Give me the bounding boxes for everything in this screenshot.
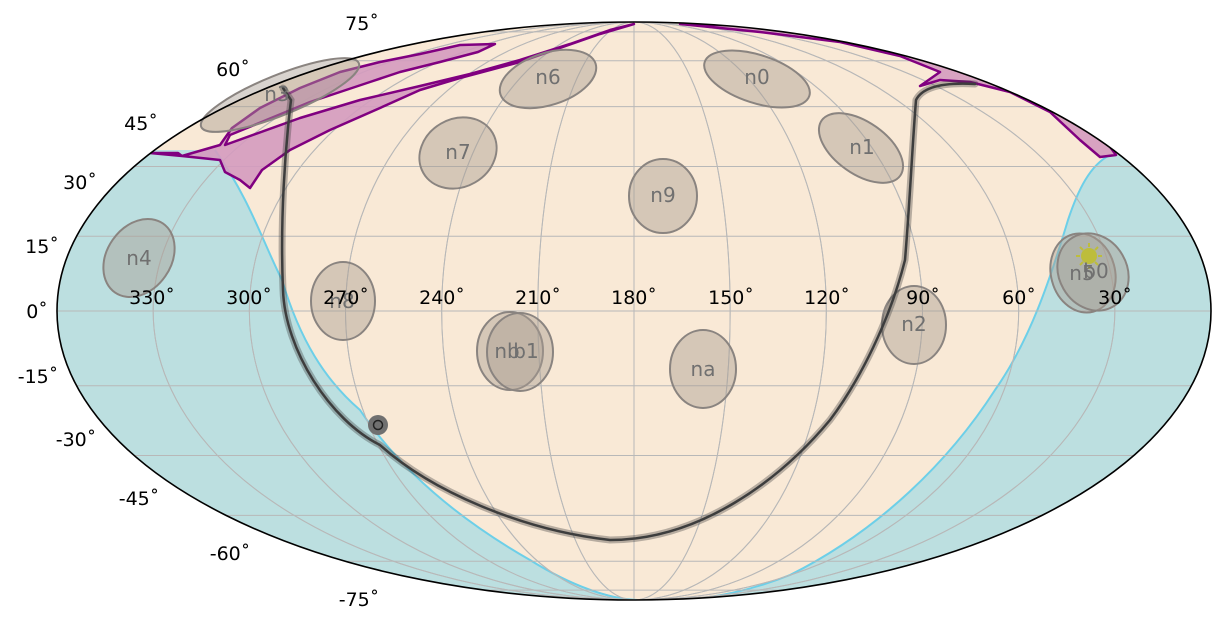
field-label: n4: [126, 246, 151, 270]
masked-region-left: [57, 150, 640, 600]
sun-icon: [1076, 243, 1102, 269]
field-n4[interactable]: [89, 205, 190, 311]
field-n9[interactable]: [628, 158, 698, 234]
field-n7[interactable]: [406, 104, 509, 203]
field-label: b1: [513, 339, 538, 363]
longitude-labels: 330˚ 300˚ 270˚ 240˚ 210˚ 180˚ 150˚ 120˚ …: [129, 287, 1132, 309]
longitude-label: 330˚: [129, 287, 175, 309]
latitude-label: -30˚: [56, 429, 97, 451]
field-na[interactable]: [669, 329, 737, 409]
latitude-label: -75˚: [339, 589, 380, 611]
field-n6[interactable]: [492, 39, 603, 119]
moon-icon: [368, 415, 388, 435]
field-label: nb: [494, 339, 519, 363]
longitude-label: 210˚: [515, 287, 561, 309]
field-label: b0: [1083, 259, 1108, 283]
latitude-labels: 75˚ 60˚ 45˚ 30˚ 15˚ 0˚ -15˚ -30˚ -45˚ -6…: [18, 13, 380, 611]
field-n0[interactable]: [697, 39, 816, 119]
field-label: n0: [744, 65, 769, 89]
field-label: na: [691, 357, 716, 381]
exclusion-zone-west: [148, 22, 636, 190]
field-label: n5: [1069, 261, 1094, 285]
latitude-label: 30˚: [63, 172, 97, 194]
field-n3[interactable]: [194, 45, 367, 146]
longitude-label: 120˚: [804, 287, 850, 309]
galactic-track: [278, 80, 979, 544]
field-label: n9: [650, 183, 675, 207]
masked-region-right: [640, 150, 1211, 600]
longitude-label: 300˚: [226, 287, 272, 309]
latitude-label: 60˚: [216, 59, 250, 81]
longitude-label: 60˚: [1002, 287, 1036, 309]
longitude-label: 30˚: [1098, 287, 1132, 309]
meridian-line: [248, 22, 1020, 600]
latitude-label: 45˚: [124, 113, 158, 135]
longitude-label: 180˚: [611, 287, 657, 309]
meridian-line: [152, 22, 1116, 600]
latitude-label: 75˚: [345, 13, 379, 35]
field-label: n2: [901, 312, 926, 336]
field-n1[interactable]: [807, 99, 915, 197]
field-b1[interactable]: [486, 312, 554, 392]
field-label: n7: [445, 140, 470, 164]
masked-region-right-edge: [639, 154, 1111, 600]
masked-region-left-edge: [214, 149, 641, 600]
field-n8[interactable]: [310, 261, 376, 341]
latitude-label: 0˚: [26, 301, 48, 323]
longitude-label: 90˚: [906, 287, 940, 309]
latitude-label: -15˚: [18, 366, 59, 388]
latitude-label: -60˚: [210, 543, 251, 565]
meridian-line: [537, 22, 731, 600]
field-label: n6: [535, 65, 560, 89]
latitude-label: -45˚: [119, 488, 160, 510]
longitude-label: 270˚: [323, 287, 369, 309]
longitude-label: 150˚: [708, 287, 754, 309]
field-b0[interactable]: [1044, 220, 1143, 323]
field-labels: n0 n1 n3 n4 n5 n6 n7 n8 n9 na nb n2 b1 b…: [126, 65, 1108, 381]
field-label: n1: [849, 135, 874, 159]
meridian-line: [441, 22, 827, 600]
latitude-label: 15˚: [25, 236, 59, 258]
masked-regions: [57, 149, 1211, 600]
meridian-line: [345, 22, 923, 600]
longitude-label: 240˚: [419, 287, 465, 309]
field-footprints: [89, 39, 1143, 409]
field-label: n3: [264, 82, 289, 106]
field-label: n8: [329, 289, 354, 313]
map-outline: [56, 21, 1212, 601]
